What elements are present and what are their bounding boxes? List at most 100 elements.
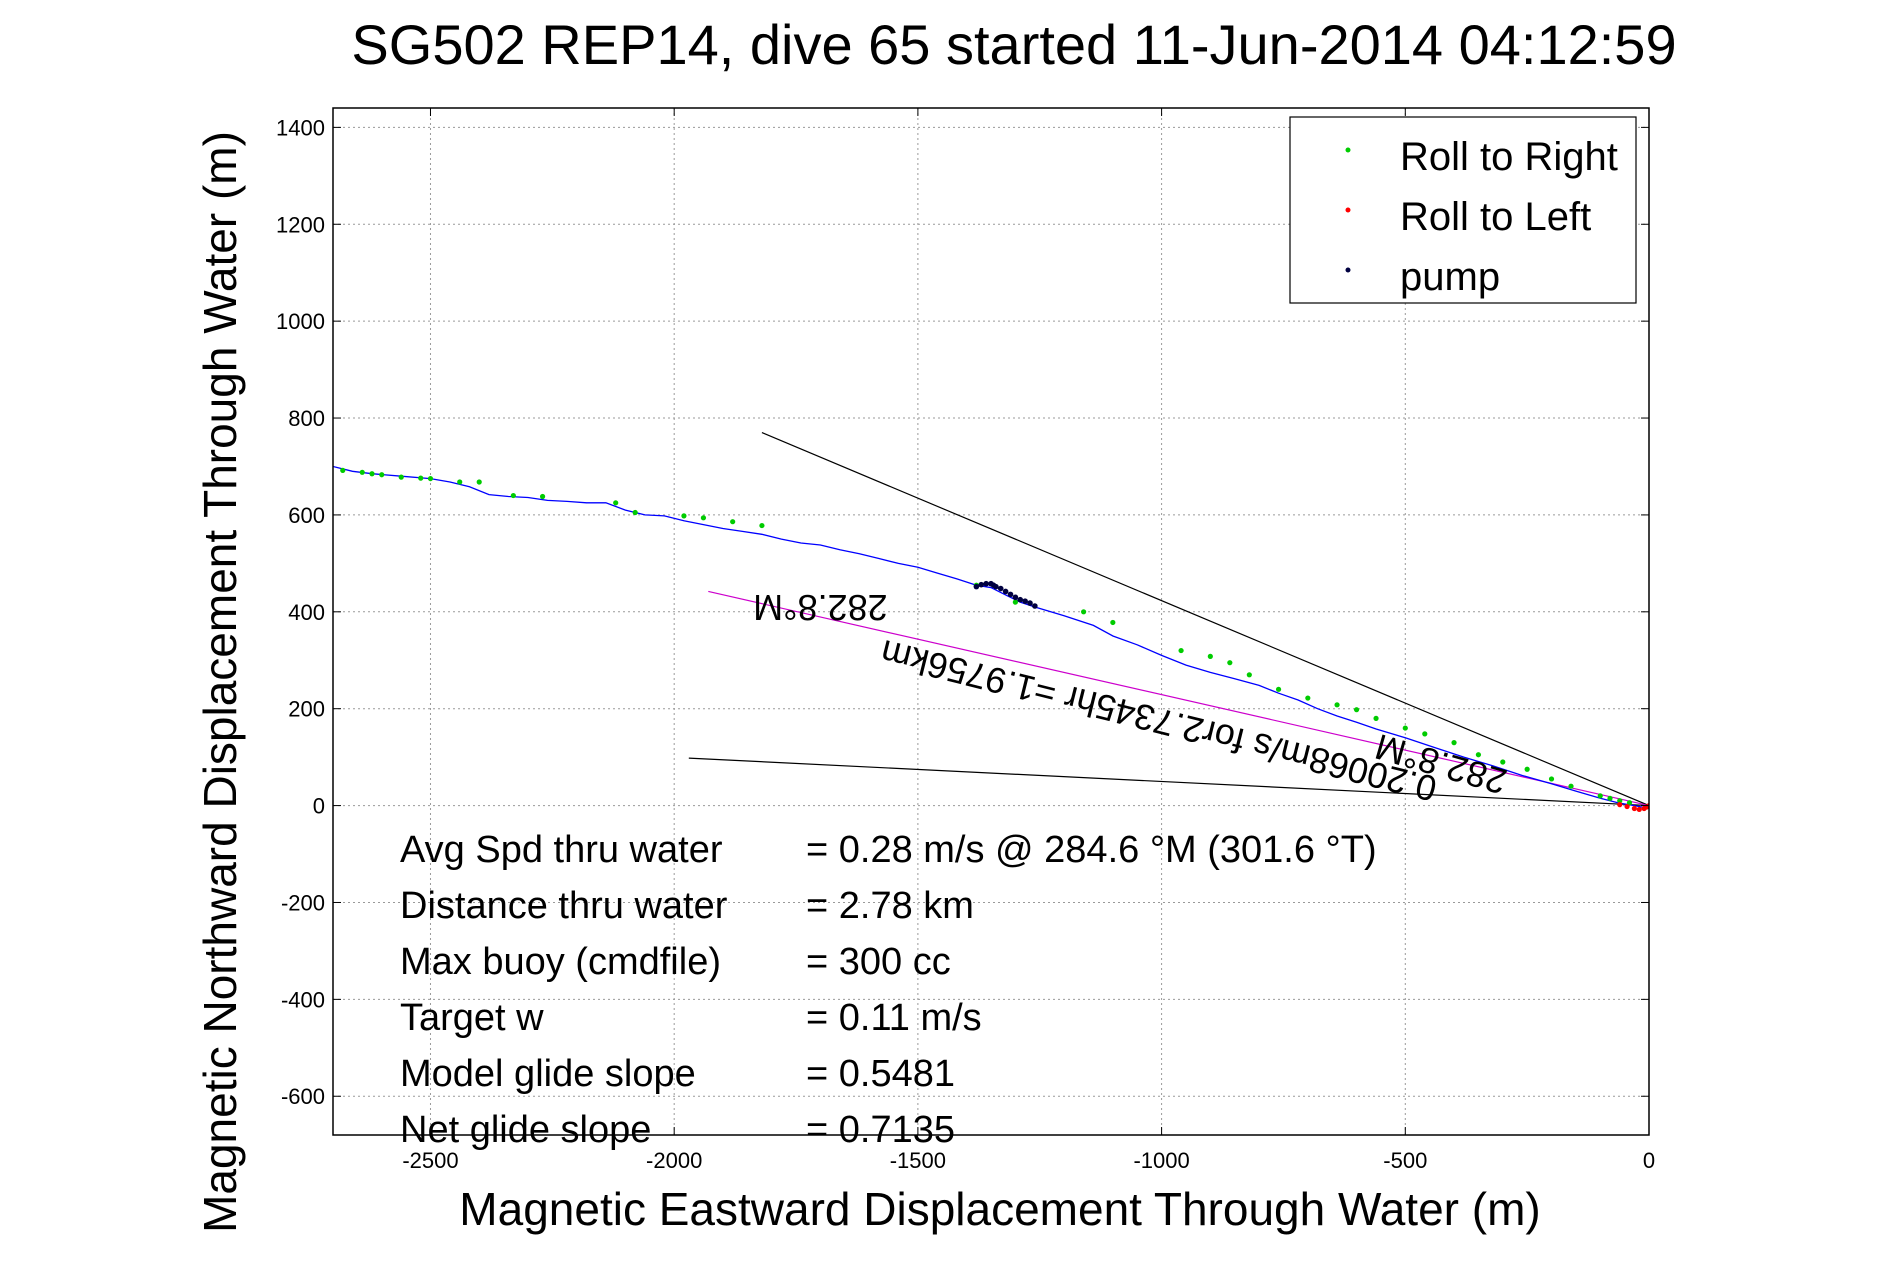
roll-left-point bbox=[1636, 806, 1642, 813]
roll-right-point bbox=[359, 469, 365, 475]
roll-right-point bbox=[369, 471, 375, 477]
roll-right-point bbox=[457, 479, 463, 485]
legend-label: Roll to Left bbox=[1400, 195, 1591, 239]
roll-right-point bbox=[1607, 795, 1613, 801]
track-series bbox=[333, 465, 1649, 809]
pump-point bbox=[1017, 596, 1024, 603]
roll-right-point bbox=[1617, 798, 1623, 804]
dive-statistics: Avg Spd thru water = 0.28 m/s @ 284.6 °M … bbox=[400, 829, 1377, 1151]
y-axis-title: Magnetic Northward Displacement Through … bbox=[194, 131, 246, 1233]
roll-right-point bbox=[1402, 725, 1408, 731]
roll-right-point bbox=[613, 500, 619, 506]
x-tick-label: 0 bbox=[1643, 1148, 1655, 1173]
y-tick-label: 1200 bbox=[276, 212, 325, 237]
legend-marker bbox=[1345, 267, 1351, 273]
roll-right-point bbox=[1451, 740, 1457, 746]
reference-line bbox=[708, 590, 1649, 807]
roll-right-point bbox=[1422, 731, 1428, 737]
reference-line bbox=[688, 757, 1649, 807]
legend: Roll to Right Roll to Left pump bbox=[1289, 116, 1637, 304]
roll-right-point bbox=[476, 479, 482, 485]
roll-right-point bbox=[1373, 715, 1379, 721]
roll-right-point bbox=[1227, 660, 1233, 666]
legend-marker bbox=[1345, 147, 1351, 153]
roll-right-point bbox=[1475, 752, 1482, 758]
pump-point bbox=[1012, 594, 1019, 601]
y-tick-label: 200 bbox=[288, 697, 325, 722]
stat-label: Avg Spd thru water bbox=[400, 829, 723, 871]
y-tick-label: 600 bbox=[288, 503, 325, 528]
roll-right-point bbox=[1524, 766, 1530, 772]
x-tick-label: -1000 bbox=[1133, 1148, 1189, 1173]
roll-right-point bbox=[379, 472, 385, 478]
roll-right-point bbox=[1568, 783, 1574, 789]
y-tick-label: 800 bbox=[288, 406, 325, 431]
roll-left-point bbox=[1624, 803, 1630, 810]
stat-value: = 0.28 m/s @ 284.6 °M (301.6 °T) bbox=[806, 829, 1377, 871]
roll-right-point bbox=[340, 467, 346, 473]
roll-right-point bbox=[398, 474, 404, 480]
roll-right-point bbox=[730, 519, 736, 525]
roll-left-point bbox=[1631, 805, 1637, 812]
legend-label: pump bbox=[1400, 255, 1500, 299]
pump-point bbox=[978, 581, 985, 588]
pump-point bbox=[1002, 588, 1009, 595]
stat-label: Target w bbox=[400, 997, 544, 1039]
y-tick-label: 1000 bbox=[276, 309, 325, 334]
line-annotation: 282.8°M bbox=[753, 587, 887, 628]
roll-right-point bbox=[1334, 702, 1340, 708]
roll-right-point bbox=[1207, 653, 1213, 659]
roll-right-point bbox=[510, 492, 516, 499]
x-tick-label: -1500 bbox=[890, 1148, 946, 1173]
pump-point bbox=[1027, 600, 1033, 606]
roll-right-point bbox=[427, 475, 434, 482]
stat-label: Net glide slope bbox=[400, 1109, 651, 1151]
plot-frame bbox=[332, 107, 1650, 1136]
grid-lines bbox=[333, 108, 1650, 1135]
x-axis-title: Magnetic Eastward Displacement Through W… bbox=[459, 1183, 1540, 1235]
y-tick-label: 1400 bbox=[276, 115, 325, 140]
roll-right-point bbox=[700, 515, 707, 521]
chart-title: SG502 REP14, dive 65 started 11-Jun-2014… bbox=[351, 13, 1676, 76]
stat-value: = 0.7135 bbox=[806, 1109, 955, 1151]
pump-point bbox=[993, 583, 999, 590]
roll-right-point bbox=[539, 493, 546, 500]
track-line bbox=[333, 465, 1649, 809]
roll-right-point bbox=[1548, 776, 1555, 782]
x-tick-label: -2000 bbox=[646, 1148, 702, 1173]
roll-right-point bbox=[1275, 686, 1282, 692]
roll-right-point bbox=[1500, 759, 1506, 765]
reference-line bbox=[761, 432, 1649, 807]
roll-right-point bbox=[759, 522, 765, 529]
roll-right-point bbox=[681, 513, 687, 519]
roll-right-point bbox=[1626, 800, 1633, 806]
stat-value: = 2.78 km bbox=[806, 885, 974, 927]
roll-right-point bbox=[418, 475, 424, 481]
roll-right-point bbox=[1012, 599, 1018, 605]
roll-right-point bbox=[1305, 695, 1311, 701]
roll-right-point bbox=[632, 509, 638, 516]
y-tick-label: 400 bbox=[288, 600, 325, 625]
roll-right-point bbox=[1178, 647, 1184, 654]
pump-point bbox=[1007, 591, 1014, 598]
stat-label: Distance thru water bbox=[400, 885, 728, 927]
reference-lines bbox=[688, 432, 1649, 807]
stat-value: = 300 cc bbox=[806, 941, 951, 983]
roll-left-point bbox=[1617, 802, 1623, 808]
pump-point bbox=[1022, 598, 1028, 604]
pump-point bbox=[973, 583, 980, 590]
y-tick-label: -600 bbox=[281, 1084, 325, 1109]
x-tick-label: -500 bbox=[1383, 1148, 1427, 1173]
legend-label: Roll to Right bbox=[1400, 135, 1618, 179]
y-tick-label: -400 bbox=[281, 987, 325, 1012]
roll-right-point bbox=[1353, 707, 1360, 713]
pump-point bbox=[997, 585, 1004, 592]
roll-right-point bbox=[1597, 793, 1603, 799]
stat-value: = 0.11 m/s bbox=[806, 997, 982, 1039]
pump-point bbox=[983, 580, 989, 587]
roll-right-point bbox=[1246, 672, 1252, 678]
stat-label: Max buoy (cmdfile) bbox=[400, 941, 721, 983]
stat-label: Model glide slope bbox=[400, 1053, 696, 1095]
roll-right-point bbox=[1110, 619, 1116, 626]
